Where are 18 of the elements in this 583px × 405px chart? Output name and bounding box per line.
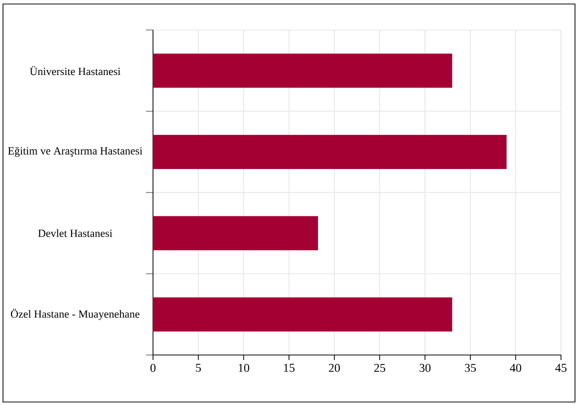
x-tick-label: 35 — [464, 364, 476, 372]
x-tick-label: 20 — [328, 364, 340, 372]
x-tick-label: 5 — [196, 364, 201, 372]
x-tick-label: 10 — [238, 364, 250, 372]
x-tick-label: 15 — [284, 364, 295, 372]
y-tick-label: Özel Hastane - Muayenehane — [10, 308, 140, 320]
bar — [153, 134, 507, 169]
x-tick-label: 30 — [420, 364, 431, 372]
x-tick-label: 45 — [555, 364, 567, 372]
y-tick-label: Üniversite Hastanesi — [30, 66, 120, 76]
y-tick-label: Eğitim ve Araştırma Hastanesi — [8, 146, 142, 157]
bar — [153, 54, 452, 88]
bar — [153, 216, 318, 250]
x-tick-label: 40 — [510, 364, 522, 372]
y-tick-label: Devlet Hastanesi — [38, 229, 112, 237]
x-tick-label: 25 — [374, 364, 386, 372]
bar — [153, 297, 452, 332]
x-tick-label: 0 — [150, 364, 156, 372]
